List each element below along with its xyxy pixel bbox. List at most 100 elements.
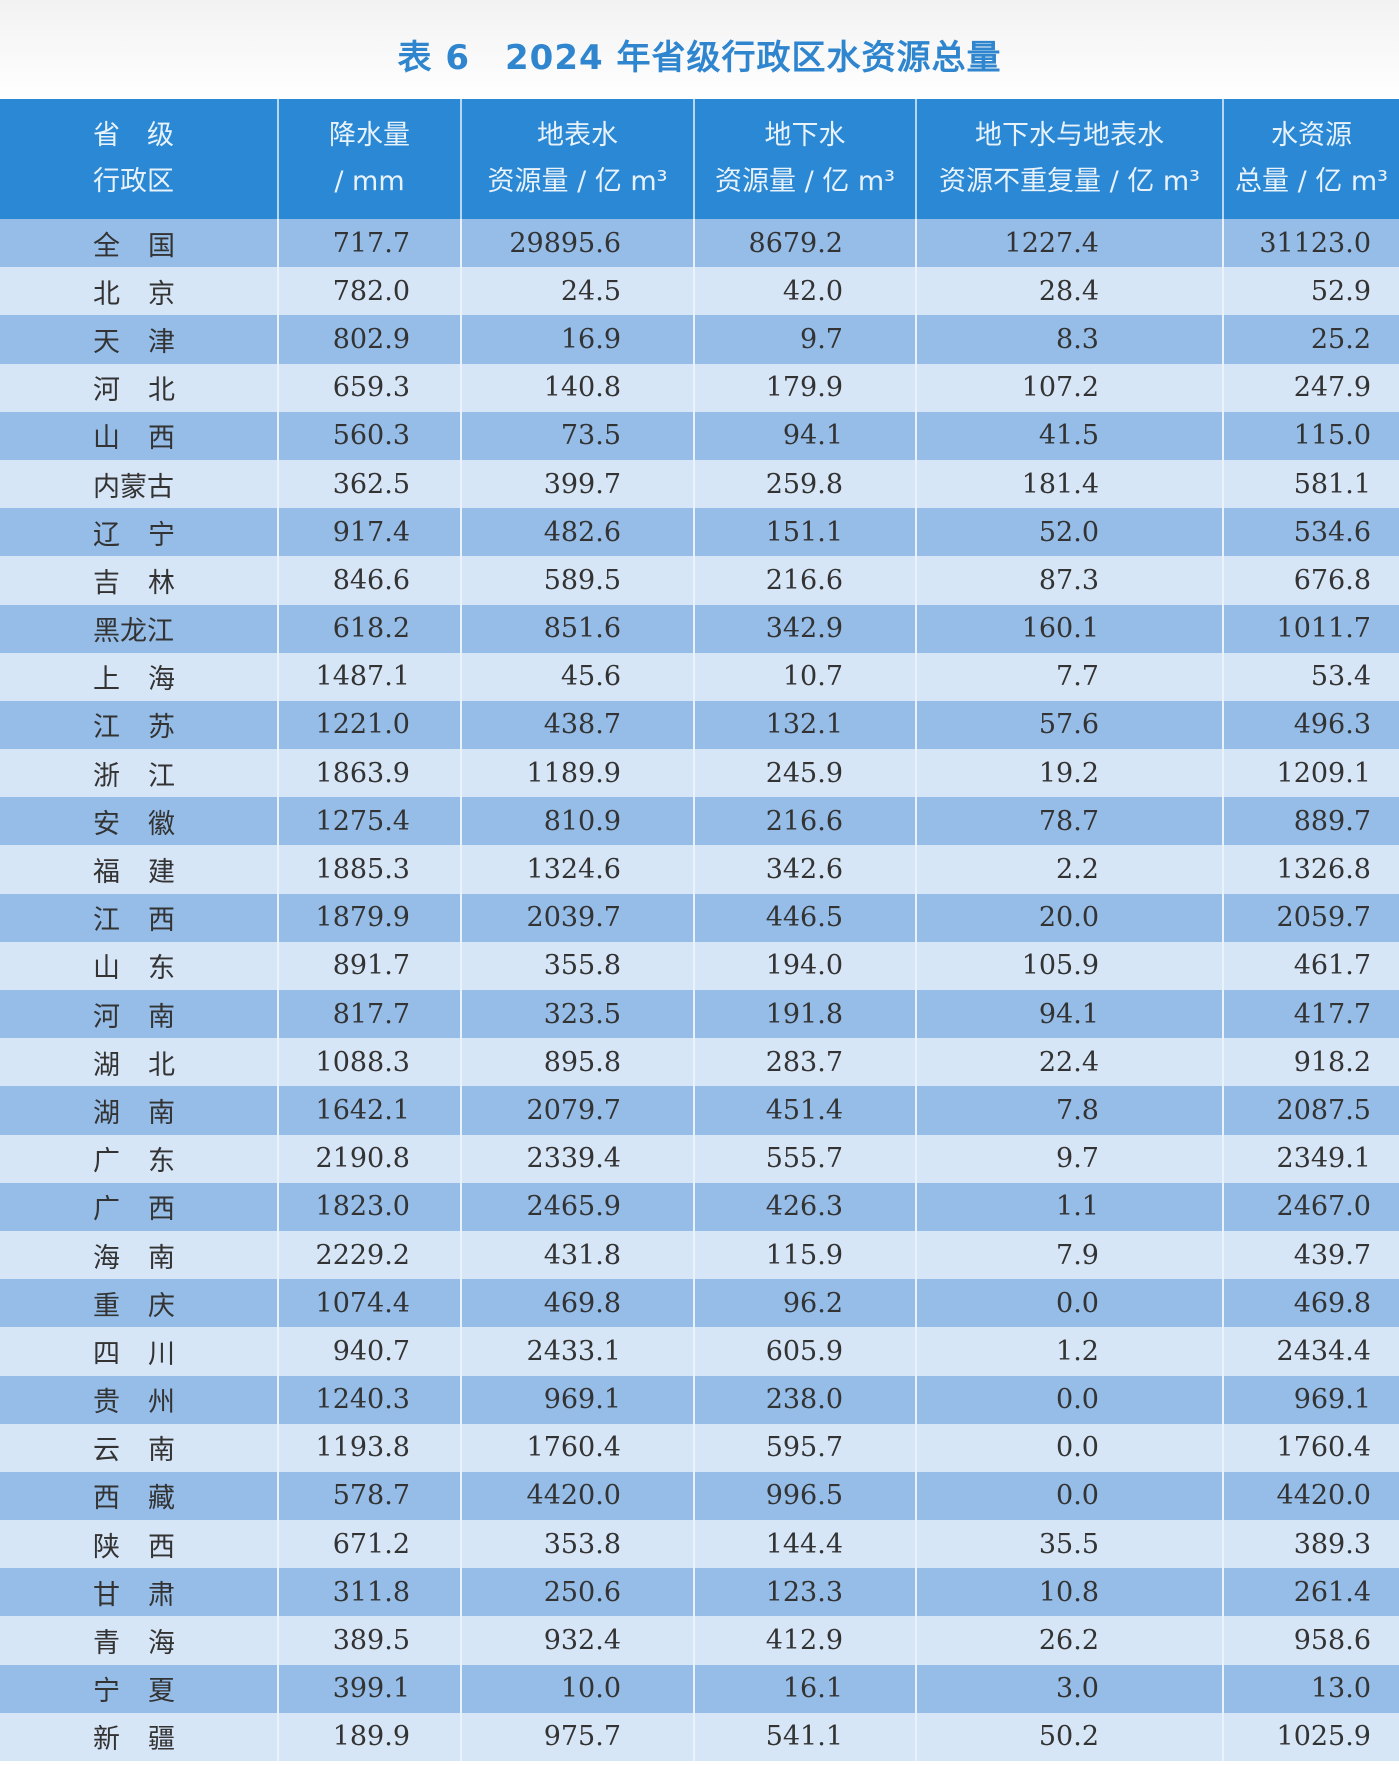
cell-surface-water: 431.8 bbox=[461, 1230, 695, 1280]
cell-region-name: 浙江 bbox=[0, 749, 279, 798]
cell-region-name: 湖北 bbox=[0, 1038, 279, 1087]
table-row: 北京 782.0 24.5 42.0 28.4 52.9 bbox=[0, 267, 1399, 316]
cell-total: 2467.0 bbox=[1223, 1182, 1399, 1231]
table-row: 黑龙江 618.2 851.6 342.9 160.1 1011.7 bbox=[0, 604, 1399, 653]
cell-groundwater: 451.4 bbox=[694, 1086, 917, 1135]
header-line: 总量 / 亿 m³ bbox=[1235, 166, 1388, 197]
cell-precipitation: 717.7 bbox=[278, 219, 462, 268]
cell-total: 52.9 bbox=[1223, 267, 1399, 316]
table-title: 表 6 2024 年省级行政区水资源总量 bbox=[397, 38, 1002, 78]
cell-groundwater: 555.7 bbox=[694, 1134, 917, 1183]
cell-total: 958.6 bbox=[1223, 1616, 1399, 1665]
header-line: 省 级 bbox=[93, 120, 174, 151]
table-row: 海南 2229.2 431.8 115.9 7.9 439.7 bbox=[0, 1230, 1399, 1280]
cell-surface-water: 1324.6 bbox=[461, 845, 695, 894]
header-line: 资源量 / 亿 m³ bbox=[715, 166, 895, 197]
cell-surface-water: 2433.1 bbox=[461, 1327, 695, 1376]
cell-groundwater: 179.9 bbox=[694, 363, 917, 412]
cell-total: 25.2 bbox=[1223, 315, 1399, 364]
cell-groundwater: 8679.2 bbox=[694, 219, 917, 268]
cell-non-overlap: 41.5 bbox=[916, 411, 1224, 460]
cell-region-name: 西藏 bbox=[0, 1471, 279, 1521]
header-line: 水资源 bbox=[1271, 120, 1352, 151]
cell-region-name: 海南 bbox=[0, 1230, 279, 1280]
cell-non-overlap: 1227.4 bbox=[916, 219, 1224, 268]
cell-total: 1025.9 bbox=[1223, 1712, 1399, 1761]
cell-precipitation: 1879.9 bbox=[278, 893, 462, 942]
cell-region-name: 河北 bbox=[0, 363, 279, 412]
cell-precipitation: 1642.1 bbox=[278, 1086, 462, 1135]
cell-groundwater: 595.7 bbox=[694, 1423, 917, 1472]
cell-region-name: 山西 bbox=[0, 411, 279, 460]
header-line: 地表水 bbox=[537, 120, 618, 151]
cell-region-name: 山东 bbox=[0, 941, 279, 990]
cell-region-name: 广西 bbox=[0, 1182, 279, 1231]
header-line: 降水量 bbox=[329, 120, 410, 151]
table-row: 陕西 671.2 353.8 144.4 35.5 389.3 bbox=[0, 1520, 1399, 1569]
table-row: 青海 389.5 932.4 412.9 26.2 958.6 bbox=[0, 1616, 1399, 1665]
cell-surface-water: 895.8 bbox=[461, 1038, 695, 1087]
table-row: 天津 802.9 16.9 9.7 8.3 25.2 bbox=[0, 315, 1399, 364]
cell-non-overlap: 26.2 bbox=[916, 1616, 1224, 1665]
cell-groundwater: 412.9 bbox=[694, 1616, 917, 1665]
cell-groundwater: 94.1 bbox=[694, 411, 917, 460]
cell-surface-water: 323.5 bbox=[461, 990, 695, 1039]
cell-region-name: 福建 bbox=[0, 845, 279, 894]
cell-non-overlap: 0.0 bbox=[916, 1423, 1224, 1472]
table-row: 安徽 1275.4 810.9 216.6 78.7 889.7 bbox=[0, 797, 1399, 846]
table-row: 广西 1823.0 2465.9 426.3 1.1 2467.0 bbox=[0, 1182, 1399, 1231]
cell-surface-water: 482.6 bbox=[461, 508, 695, 557]
table-row: 河北 659.3 140.8 179.9 107.2 247.9 bbox=[0, 363, 1399, 412]
cell-precipitation: 399.1 bbox=[278, 1664, 462, 1713]
cell-total: 1011.7 bbox=[1223, 604, 1399, 653]
cell-precipitation: 1240.3 bbox=[278, 1375, 462, 1424]
cell-total: 247.9 bbox=[1223, 363, 1399, 412]
cell-groundwater: 151.1 bbox=[694, 508, 917, 557]
table-body: 全国 717.7 29895.6 8679.2 1227.4 31123.0 北京 782.0… bbox=[0, 219, 1399, 1761]
cell-surface-water: 589.5 bbox=[461, 556, 695, 605]
cell-total: 889.7 bbox=[1223, 797, 1399, 846]
cell-non-overlap: 9.7 bbox=[916, 1134, 1224, 1183]
header-line: 行政区 bbox=[93, 166, 174, 197]
table-row: 河南 817.7 323.5 191.8 94.1 417.7 bbox=[0, 990, 1399, 1039]
cell-total: 469.8 bbox=[1223, 1279, 1399, 1328]
cell-precipitation: 940.7 bbox=[278, 1327, 462, 1376]
table-row: 湖北 1088.3 895.8 283.7 22.4 918.2 bbox=[0, 1038, 1399, 1087]
cell-precipitation: 891.7 bbox=[278, 941, 462, 990]
cell-region-name: 安徽 bbox=[0, 797, 279, 846]
cell-surface-water: 10.0 bbox=[461, 1664, 695, 1713]
cell-groundwater: 605.9 bbox=[694, 1327, 917, 1376]
cell-non-overlap: 10.8 bbox=[916, 1568, 1224, 1617]
cell-non-overlap: 1.1 bbox=[916, 1182, 1224, 1231]
cell-region-name: 广东 bbox=[0, 1134, 279, 1183]
cell-total: 1326.8 bbox=[1223, 845, 1399, 894]
cell-total: 115.0 bbox=[1223, 411, 1399, 460]
cell-total: 53.4 bbox=[1223, 652, 1399, 701]
cell-total: 31123.0 bbox=[1223, 219, 1399, 268]
cell-surface-water: 810.9 bbox=[461, 797, 695, 846]
water-resources-table: 省 级行政区 降水量 / mm 地表水 资源量 / 亿 m³ 地下水 资源量 / 亿 … bbox=[0, 99, 1399, 1761]
table-row: 内蒙古 362.5 399.7 259.8 181.4 581.1 bbox=[0, 459, 1399, 509]
cell-groundwater: 426.3 bbox=[694, 1182, 917, 1231]
cell-surface-water: 73.5 bbox=[461, 411, 695, 460]
cell-region-name: 新疆 bbox=[0, 1712, 279, 1761]
cell-region-name: 四川 bbox=[0, 1327, 279, 1376]
table-row: 福建 1885.3 1324.6 342.6 2.2 1326.8 bbox=[0, 845, 1399, 894]
cell-surface-water: 45.6 bbox=[461, 652, 695, 701]
header-line: 地下水与地表水 bbox=[975, 120, 1164, 151]
cell-precipitation: 618.2 bbox=[278, 604, 462, 653]
cell-surface-water: 469.8 bbox=[461, 1279, 695, 1328]
cell-non-overlap: 87.3 bbox=[916, 556, 1224, 605]
cell-region-name: 江苏 bbox=[0, 700, 279, 750]
cell-groundwater: 259.8 bbox=[694, 459, 917, 509]
column-header-surface-water: 地表水 资源量 / 亿 m³ bbox=[461, 99, 695, 219]
table-row: 广东 2190.8 2339.4 555.7 9.7 2349.1 bbox=[0, 1134, 1399, 1183]
cell-total: 439.7 bbox=[1223, 1230, 1399, 1280]
table-row: 江苏 1221.0 438.7 132.1 57.6 496.3 bbox=[0, 700, 1399, 750]
cell-region-name: 黑龙江 bbox=[0, 604, 279, 653]
cell-precipitation: 311.8 bbox=[278, 1568, 462, 1617]
cell-surface-water: 1760.4 bbox=[461, 1423, 695, 1472]
cell-surface-water: 932.4 bbox=[461, 1616, 695, 1665]
cell-total: 918.2 bbox=[1223, 1038, 1399, 1087]
table-row: 四川 940.7 2433.1 605.9 1.2 2434.4 bbox=[0, 1327, 1399, 1376]
